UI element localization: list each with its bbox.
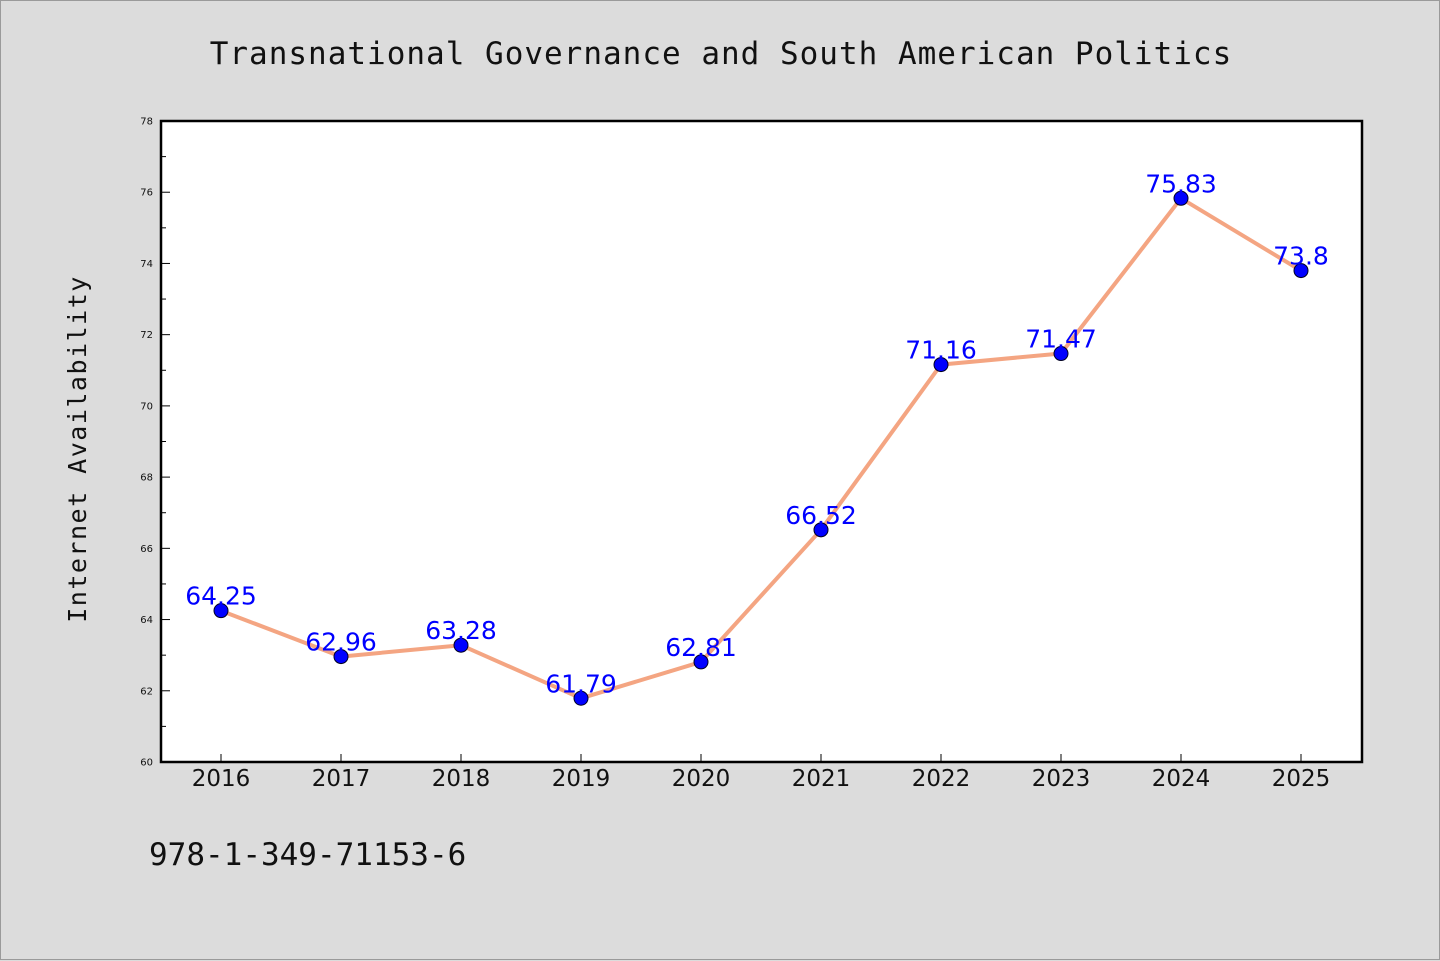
isbn-label: 978-1-349-71153-6 (149, 837, 466, 873)
series-layer: 64.25 62.96 63.28 61.79 62.81 66.52 71.16 71.47… (185, 169, 1329, 706)
x-tick-label: 2016 (192, 766, 251, 792)
data-point (813, 522, 829, 538)
y-tick-label: 76 (140, 188, 153, 199)
x-tick-label: 2019 (552, 766, 611, 792)
y-tick-label: 68 (140, 473, 153, 484)
data-label: 71.47 (1025, 325, 1097, 354)
data-point (573, 690, 589, 706)
data-point (693, 654, 709, 670)
data-label: 71.16 (905, 336, 977, 365)
data-point (1173, 190, 1189, 206)
y-tick-label: 66 (140, 544, 153, 555)
plot-area (161, 121, 1362, 762)
x-tick-label: 2021 (792, 766, 851, 792)
data-label: 62.81 (665, 633, 737, 662)
x-tick-label: 2020 (672, 766, 731, 792)
y-tick-label: 64 (140, 615, 153, 626)
x-tick-label: 2018 (432, 766, 491, 792)
y-tick-label: 78 (140, 117, 153, 128)
x-tick-label: 2022 (912, 766, 971, 792)
data-point (213, 603, 229, 619)
data-label: 66.52 (785, 501, 857, 530)
chart-title: Transnational Governance and South Ameri… (210, 36, 1233, 72)
series-line (219, 196, 1303, 701)
data-label: 75.83 (1145, 169, 1217, 198)
data-label: 73.8 (1273, 242, 1329, 271)
data-point (453, 637, 469, 653)
data-label: 64.25 (185, 582, 257, 611)
y-tick-label: 60 (140, 758, 153, 769)
plot-frame (159, 119, 1364, 764)
x-tick-label: 2024 (1152, 766, 1211, 792)
y-axis-label: Internet Availability (63, 275, 92, 623)
y-tick-label: 62 (140, 686, 153, 697)
data-point (1053, 346, 1069, 362)
data-label: 61.79 (545, 669, 617, 698)
data-label: 62.96 (305, 628, 377, 657)
x-tick-label: 2025 (1272, 766, 1331, 792)
y-tick-label: 72 (140, 330, 153, 341)
axis-ticks: 60 62 64 66 68 70 72 74 76 78 2016 2017 2018 2019 2020… (140, 117, 1330, 793)
y-tick-label: 74 (140, 259, 153, 270)
x-tick-label: 2023 (1032, 766, 1091, 792)
data-point (933, 357, 949, 373)
data-point (1293, 263, 1309, 279)
data-point (333, 649, 349, 665)
y-tick-label: 70 (140, 401, 153, 412)
x-tick-label: 2017 (312, 766, 371, 792)
data-label: 63.28 (425, 616, 497, 645)
